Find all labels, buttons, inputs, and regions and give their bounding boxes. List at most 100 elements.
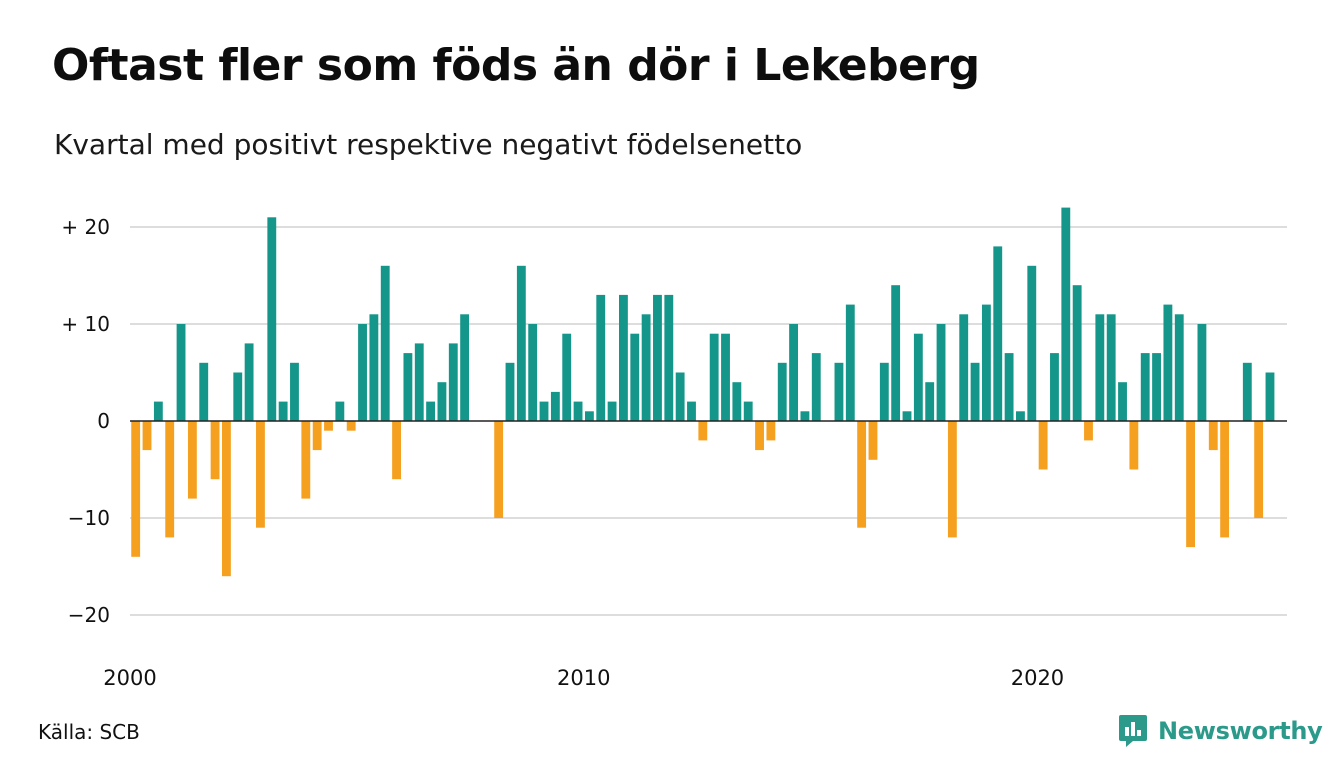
bar-2012-q1 xyxy=(675,372,685,421)
bar-2023-q1 xyxy=(1174,314,1184,421)
bar-2008-q3 xyxy=(516,265,526,421)
bar-2024-q4 xyxy=(1254,421,1264,518)
source-note: Källa: SCB xyxy=(38,720,140,744)
bar-2008-q1 xyxy=(494,421,504,518)
bar-2010-q2 xyxy=(596,294,606,421)
bar-2001-q1 xyxy=(176,324,186,421)
brand-logo: Newsworthy xyxy=(1118,714,1323,748)
bar-2004-q2 xyxy=(324,421,333,431)
bar-2018-q1 xyxy=(947,421,957,538)
bar-2001-q2 xyxy=(187,421,197,499)
bar-2016-q4 xyxy=(891,285,901,421)
bar-2017-q3 xyxy=(925,382,935,421)
bar-2007-q1 xyxy=(448,343,458,421)
bar-2013-q2 xyxy=(732,382,742,421)
bar-2018-q4 xyxy=(981,304,991,421)
bar-2002-q3 xyxy=(244,343,254,421)
bar-2001-q4 xyxy=(210,421,220,480)
bar-2010-q3 xyxy=(607,401,617,421)
bar-2008-q2 xyxy=(505,362,515,421)
bar-2018-q3 xyxy=(970,362,980,421)
bar-2014-q1 xyxy=(766,421,776,441)
y-tick-label: + 10 xyxy=(61,312,110,336)
chart-subtitle: Kvartal med positivt respektive negativt… xyxy=(54,128,803,161)
bar-2021-q4 xyxy=(1118,382,1127,421)
bar-2022-q3 xyxy=(1152,353,1161,421)
bar-2021-q3 xyxy=(1106,314,1116,421)
bar-2009-q4 xyxy=(573,401,583,421)
bars xyxy=(131,207,1275,577)
bar-2012-q2 xyxy=(687,401,696,421)
bar-2010-q1 xyxy=(584,411,594,421)
bar-2006-q2 xyxy=(414,343,424,421)
x-tick-label: 2000 xyxy=(103,666,156,690)
bar-2020-q2 xyxy=(1050,353,1059,421)
chart-title: Oftast fler som föds än dör i Lekeberg xyxy=(52,40,980,91)
bar-2022-q1 xyxy=(1129,421,1139,470)
x-tick-label: 2020 xyxy=(1011,666,1064,690)
bar-2012-q3 xyxy=(698,421,708,441)
bar-2009-q3 xyxy=(562,333,572,421)
bar-2017-q1 xyxy=(902,411,912,421)
bar-2006-q3 xyxy=(426,401,436,421)
bar-2017-q4 xyxy=(936,324,946,421)
bar-2021-q1 xyxy=(1084,421,1093,441)
x-axis-labels: 2000 2010 2020 xyxy=(103,666,1064,690)
bar-2022-q4 xyxy=(1163,304,1173,421)
bar-2017-q2 xyxy=(913,333,923,421)
bar-2000-q2 xyxy=(142,421,152,451)
y-tick-label: + 20 xyxy=(61,215,110,239)
bar-2014-q4 xyxy=(800,411,810,421)
bar-2009-q1 xyxy=(539,401,549,421)
bar-2011-q1 xyxy=(630,333,640,421)
bar-2024-q3 xyxy=(1242,362,1252,421)
bar-2016-q3 xyxy=(879,362,889,421)
bar-2007-q2 xyxy=(460,314,470,421)
bar-2005-q1 xyxy=(358,324,367,421)
bar-2016-q2 xyxy=(868,421,878,460)
bar-2003-q1 xyxy=(267,217,277,421)
bar-2010-q4 xyxy=(619,294,628,421)
bar-2000-q4 xyxy=(165,421,175,538)
bar-2019-q1 xyxy=(993,246,1003,421)
bar-2023-q4 xyxy=(1208,421,1218,451)
bar-2000-q1 xyxy=(131,421,141,557)
bar-2011-q2 xyxy=(641,314,651,421)
bar-2015-q3 xyxy=(834,362,844,421)
bar-2013-q4 xyxy=(755,421,764,451)
bar-2006-q1 xyxy=(403,353,413,421)
bar-2011-q4 xyxy=(664,294,674,421)
bar-2005-q3 xyxy=(380,265,390,421)
bar-2002-q4 xyxy=(256,421,265,528)
bar-2024-q1 xyxy=(1220,421,1230,538)
bar-2009-q2 xyxy=(550,391,560,421)
bar-2012-q4 xyxy=(709,333,719,421)
y-tick-label: 0 xyxy=(97,409,110,433)
bar-2019-q3 xyxy=(1016,411,1025,421)
bar-2023-q3 xyxy=(1197,324,1207,421)
bar-2006-q4 xyxy=(437,382,447,421)
y-axis-labels: + 20 + 10 0 −10 −20 xyxy=(61,215,110,627)
bar-2025-q1 xyxy=(1265,372,1275,421)
bar-2004-q3 xyxy=(335,401,345,421)
bar-2013-q3 xyxy=(743,401,753,421)
bar-2005-q4 xyxy=(392,421,401,480)
bar-chart: + 20 + 10 0 −10 −20 2000 2010 2020 xyxy=(61,207,1287,690)
newsworthy-logo-icon xyxy=(1119,715,1147,747)
bar-2014-q3 xyxy=(789,324,798,421)
bar-2016-q1 xyxy=(857,421,867,528)
bar-2023-q2 xyxy=(1186,421,1196,548)
y-tick-label: −10 xyxy=(68,506,110,530)
bar-2015-q4 xyxy=(845,304,855,421)
bar-2020-q3 xyxy=(1061,207,1071,421)
x-tick-label: 2010 xyxy=(557,666,610,690)
bar-2011-q3 xyxy=(653,294,662,421)
bar-2004-q4 xyxy=(346,421,356,431)
bar-2020-q1 xyxy=(1038,421,1048,470)
bar-2003-q4 xyxy=(301,421,311,499)
brand-name: Newsworthy xyxy=(1158,717,1323,745)
bar-2005-q2 xyxy=(369,314,379,421)
bar-2002-q1 xyxy=(221,421,231,577)
bar-2002-q2 xyxy=(233,372,243,421)
bar-2022-q2 xyxy=(1140,353,1150,421)
